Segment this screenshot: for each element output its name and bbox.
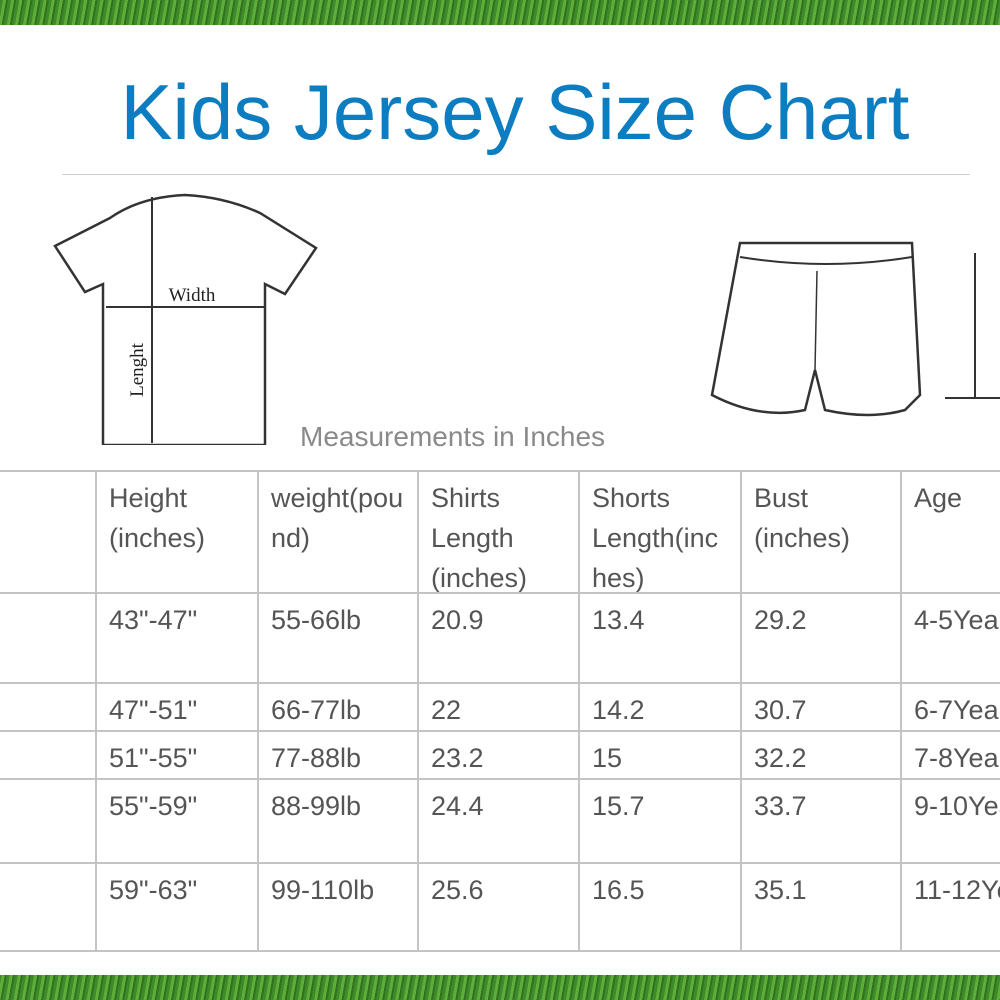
header-cell: Age xyxy=(900,470,1000,594)
table-cell: 20.9 xyxy=(417,592,580,684)
header-cell: Shorts Length(inches) xyxy=(578,470,742,594)
table-cell: 55"-59" xyxy=(95,778,259,864)
table-cell: 59"-63" xyxy=(95,862,259,952)
table-cell: 24.4 xyxy=(417,778,580,864)
waistband xyxy=(739,256,913,265)
width-label: Width xyxy=(169,285,216,306)
table-cell xyxy=(0,592,97,684)
table-cell xyxy=(0,862,97,952)
table-cell: 99-110lb xyxy=(257,862,419,952)
table-cell: 13.4 xyxy=(578,592,742,684)
table-cell: 16.5 xyxy=(578,862,742,952)
table-cell: 77-88lb xyxy=(257,730,419,780)
header-cell: Bust (inches) xyxy=(740,470,902,594)
table-cell: 88-99lb xyxy=(257,778,419,864)
table-cell: 7-8Years xyxy=(900,730,1000,780)
table-cell: 25.6 xyxy=(417,862,580,952)
table-cell: 9-10Years xyxy=(900,778,1000,864)
header-cell: e xyxy=(0,470,97,594)
table-cell: 30.7 xyxy=(740,682,902,732)
table-cell: 47"-51" xyxy=(95,682,259,732)
table-cell xyxy=(0,682,97,732)
table-cell: 11-12Years xyxy=(900,862,1000,952)
seam xyxy=(814,270,818,371)
table-cell xyxy=(0,730,97,780)
garment-diagram: Width Lenght xyxy=(53,193,1000,445)
header-cell: weight(pound) xyxy=(257,470,419,594)
table-cell: 66-77lb xyxy=(257,682,419,732)
title: Kids Jersey Size Chart xyxy=(120,68,910,156)
table-cell: 35.1 xyxy=(740,862,902,952)
table-cell: 32.2 xyxy=(740,730,902,780)
header-cell: Shirts Length (inches) xyxy=(417,470,580,594)
header-cell: Height (inches) xyxy=(95,470,259,594)
table-cell: 29.2 xyxy=(740,592,902,684)
table-cell: 51"-55" xyxy=(95,730,259,780)
table-cell xyxy=(0,778,97,864)
chart-panel: Kids Jersey Size Chart Width Lenght Meas… xyxy=(0,25,1000,975)
table-cell: 6-7Years xyxy=(900,682,1000,732)
table-cell: 4-5Years xyxy=(900,592,1000,684)
divider xyxy=(62,174,970,175)
table-cell: 15.7 xyxy=(578,778,742,864)
table-cell: 15 xyxy=(578,730,742,780)
table-cell: 14.2 xyxy=(578,682,742,732)
length-label: Lenght xyxy=(127,342,148,397)
table-cell: 43"-47" xyxy=(95,592,259,684)
shirt-outline xyxy=(53,193,318,445)
table-cell: 55-66lb xyxy=(257,592,419,684)
caption: Measurements in Inches xyxy=(300,421,606,452)
table-cell: 22 xyxy=(417,682,580,732)
table-cell: 23.2 xyxy=(417,730,580,780)
table-cell: 33.7 xyxy=(740,778,902,864)
